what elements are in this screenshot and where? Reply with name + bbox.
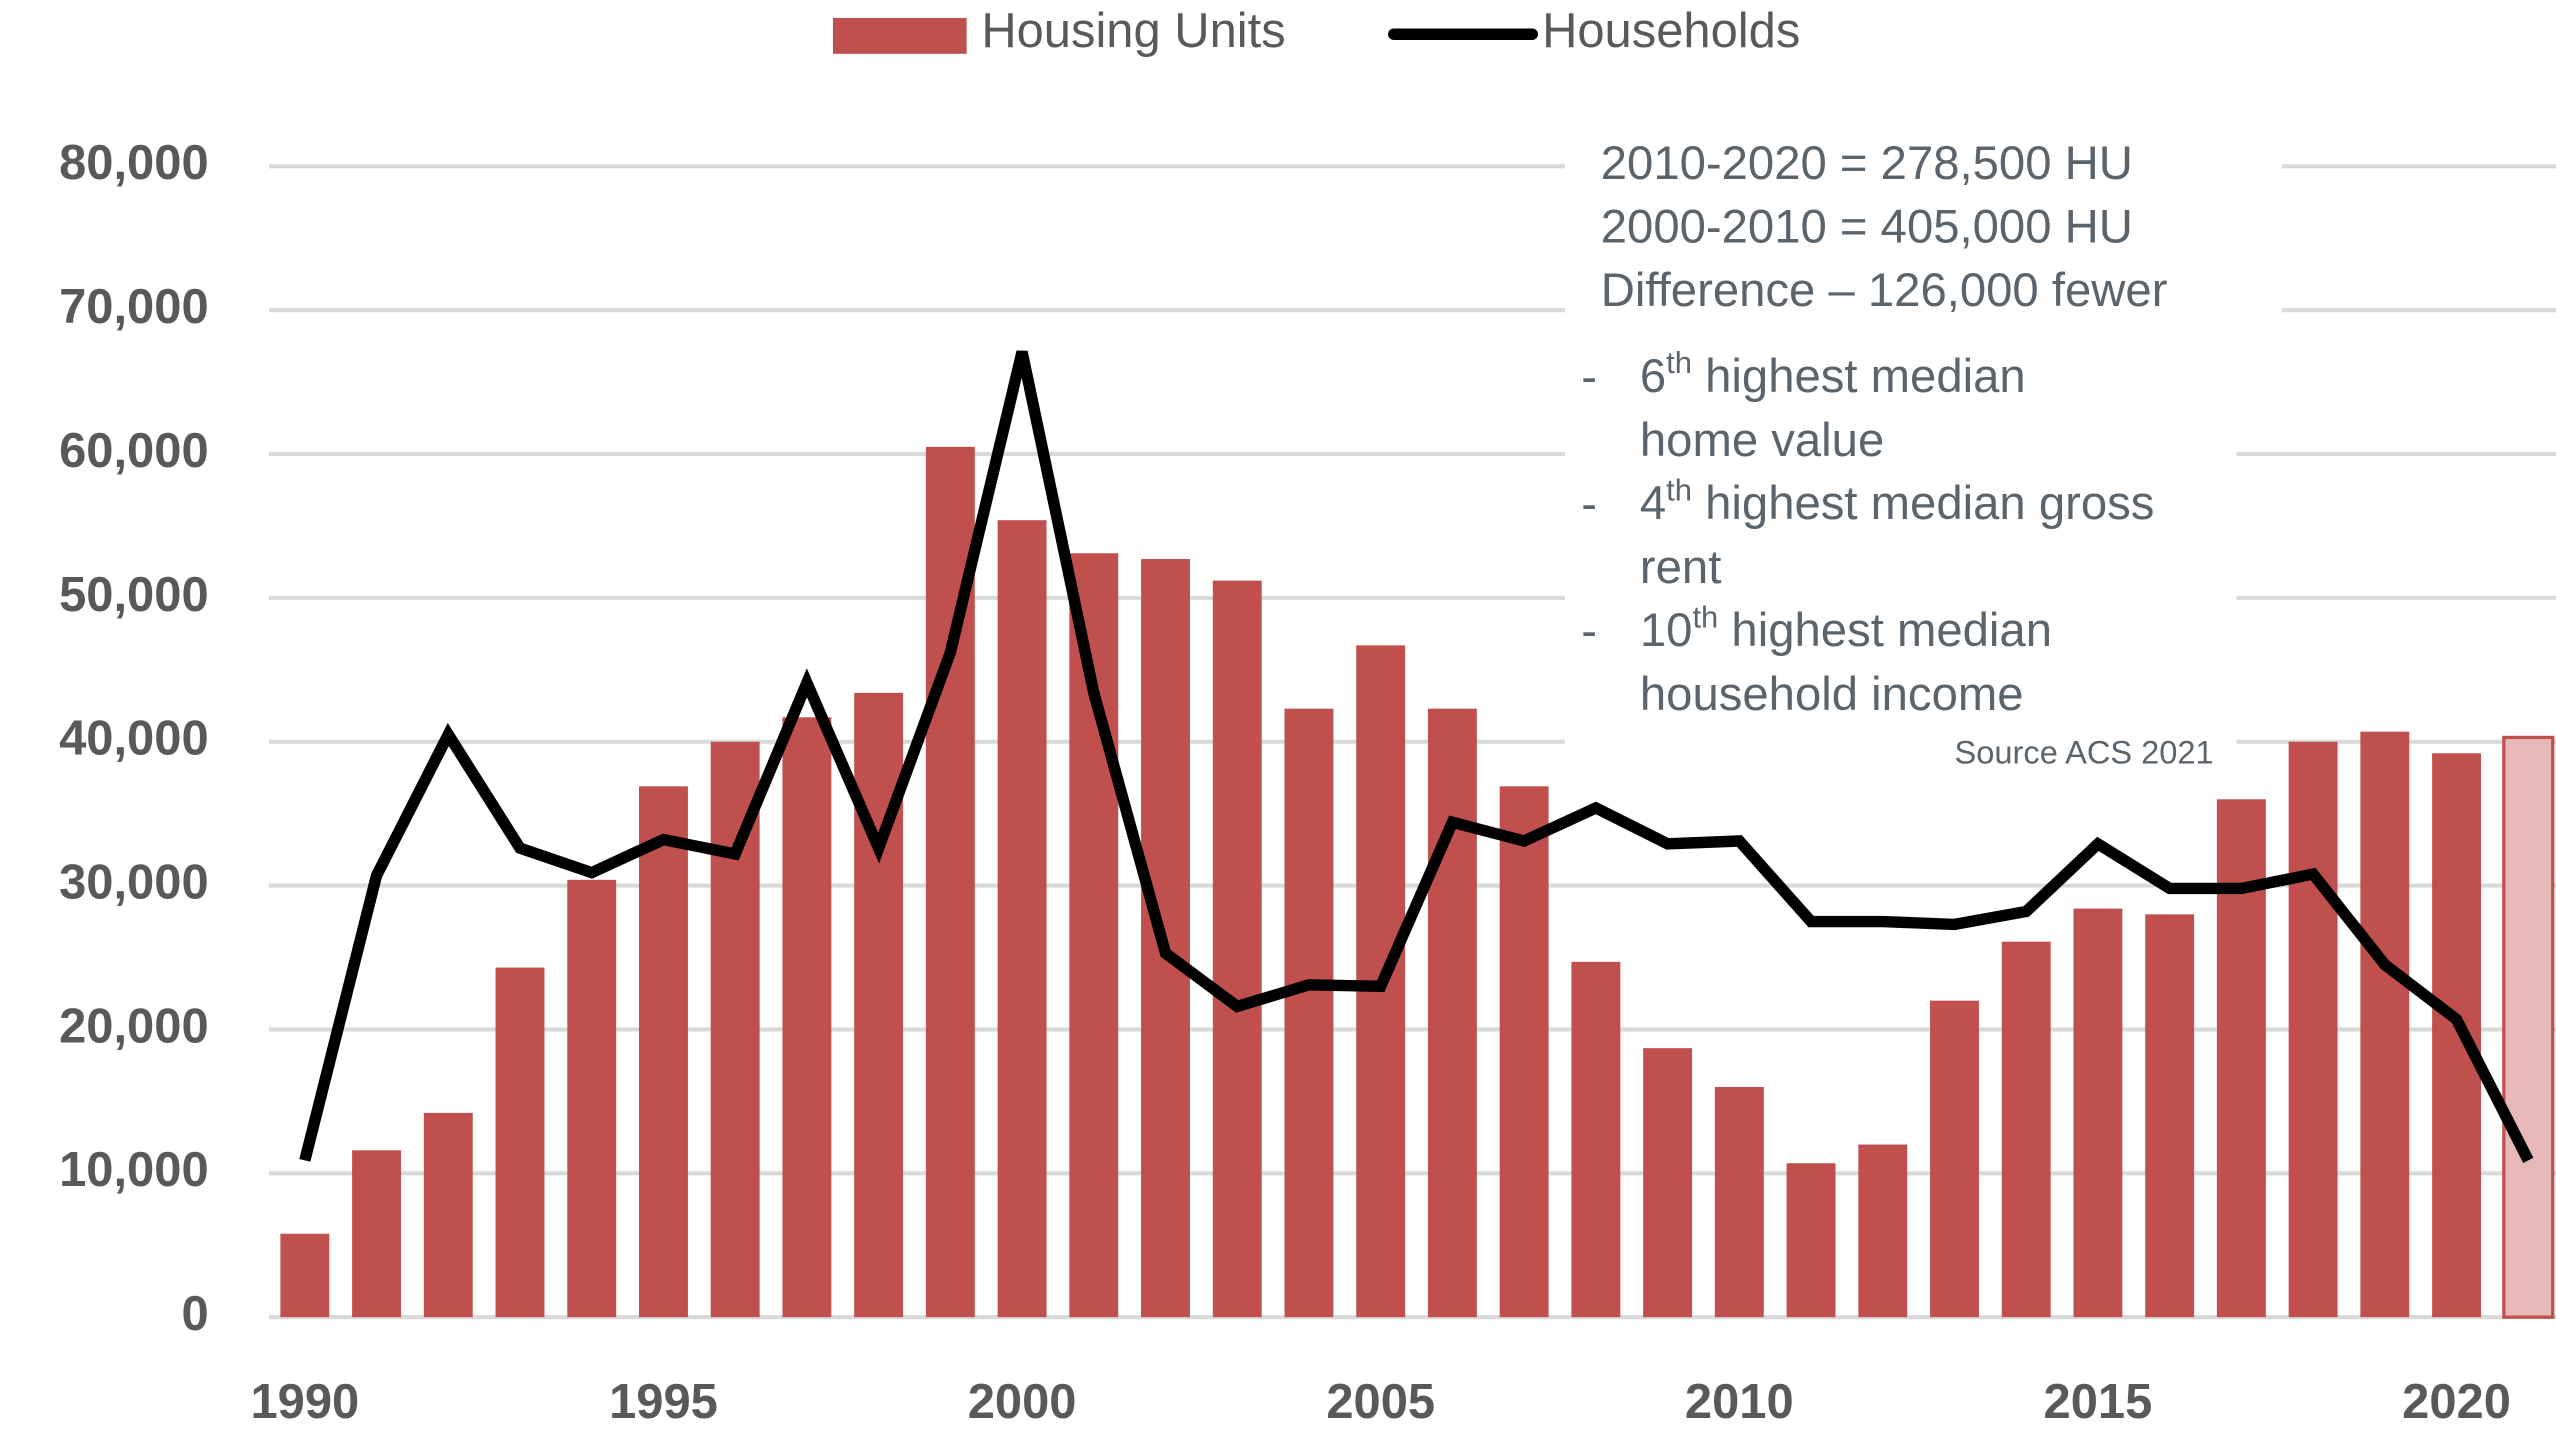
bar [1571, 961, 1621, 1318]
y-tick-label: 10,000 [59, 1143, 209, 1197]
bar [2073, 908, 2123, 1318]
bar [2360, 731, 2410, 1318]
annotation-background [1564, 326, 2237, 775]
bar [280, 1233, 330, 1318]
bar [1643, 1048, 1693, 1318]
x-tick-label: 2015 [2044, 1375, 2153, 1429]
bar [567, 879, 617, 1318]
bar [2145, 914, 2195, 1318]
bullet-line [1718, 605, 1731, 658]
annotation-line: 2010-2020 = 278,500 HU [1601, 137, 2133, 190]
bullet-text: 6th highest median [1640, 345, 2026, 403]
y-tick-label: 30,000 [59, 856, 209, 910]
bar [1858, 1144, 1908, 1318]
bullet-line: highest median [1731, 605, 2052, 658]
bar [1714, 1086, 1764, 1318]
bar [1212, 580, 1262, 1318]
y-tick-label: 80,000 [59, 136, 209, 190]
annotation-line: 2000-2010 = 405,000 HU [1601, 200, 2133, 253]
bullet-text: 4th highest median gross [1640, 473, 2155, 531]
x-tick-label: 2005 [1326, 1375, 1435, 1429]
bullet-marker: - [1581, 605, 1597, 658]
bullet-line: home value [1640, 414, 1884, 467]
bullet-line: rent [1640, 541, 1721, 594]
bar [997, 520, 1047, 1318]
x-tick-label: 1995 [609, 1375, 718, 1429]
x-tick-label: 2010 [1685, 1375, 1794, 1429]
bar [2216, 799, 2266, 1318]
x-tick-label: 2000 [968, 1375, 1077, 1429]
bar [639, 786, 688, 1318]
x-tick-label: 2020 [2402, 1375, 2511, 1429]
legend-label: Households [1542, 4, 1800, 58]
bar [710, 741, 760, 1318]
bar [2502, 735, 2555, 1319]
source-note: Source ACS 2021 [1955, 733, 2214, 770]
bar [495, 967, 545, 1318]
bullet-line: highest median [1705, 350, 2026, 403]
bar [782, 717, 832, 1318]
x-tick-label: 1990 [250, 1375, 359, 1429]
annotation-line: Difference – 126,000 fewer [1601, 264, 2168, 317]
ordinal-suffix: th [1692, 600, 1718, 635]
y-tick-label: 50,000 [59, 568, 209, 622]
bullet-line [1692, 477, 1705, 530]
bar [1786, 1163, 1836, 1318]
ordinal: 6 [1640, 350, 1666, 403]
bar [1499, 786, 1549, 1318]
bar [423, 1112, 473, 1318]
ordinal: 10 [1640, 605, 1693, 658]
legend-label: Housing Units [981, 4, 1285, 58]
y-tick-label: 40,000 [59, 712, 209, 766]
bar [352, 1150, 402, 1318]
y-tick-label: 60,000 [59, 424, 209, 478]
bullet-marker: - [1581, 350, 1597, 403]
legend-swatch [832, 17, 967, 54]
bullet-line: highest median gross [1705, 477, 2154, 530]
ordinal-suffix: th [1666, 345, 1692, 380]
bullet-line [1692, 350, 1705, 403]
bullet-text: 10th highest median [1640, 600, 2052, 658]
ordinal: 4 [1640, 477, 1666, 530]
bar [1427, 708, 1477, 1318]
bar [1284, 708, 1334, 1318]
bar [2288, 741, 2338, 1318]
y-tick-label: 0 [181, 1287, 208, 1341]
bar [2001, 941, 2051, 1318]
bar [2432, 753, 2482, 1318]
annotation-background [1564, 130, 2283, 327]
y-tick-label: 70,000 [59, 280, 209, 334]
bullet-marker: - [1581, 477, 1597, 530]
bullet-line: household income [1640, 668, 2024, 721]
bar [1930, 1000, 1979, 1318]
line [299, 350, 2534, 1163]
y-tick-label: 20,000 [59, 999, 209, 1053]
ordinal-suffix: th [1666, 473, 1692, 508]
